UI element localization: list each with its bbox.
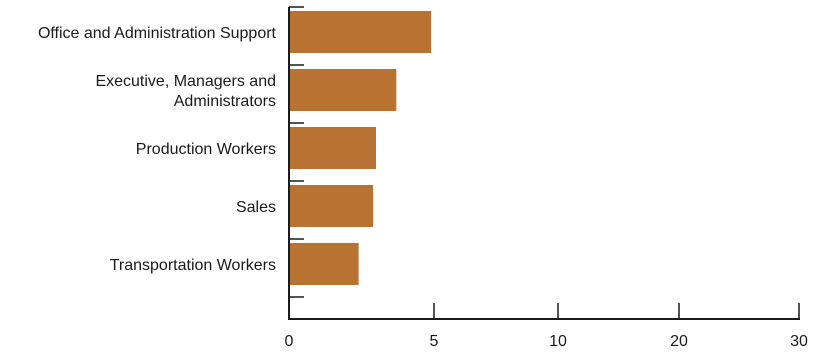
x-tick-label: 20 — [670, 333, 688, 350]
category-label: Executive, Managers and Administrators — [95, 73, 276, 110]
x-tick-label: 10 — [549, 333, 567, 350]
x-tick-label: 5 — [430, 333, 439, 350]
category-label-line: Executive, Managers and — [95, 73, 276, 90]
category-label-line: Transportation Workers — [110, 257, 276, 274]
bar — [289, 243, 359, 285]
category-labels: Office and Administration Support Executi… — [38, 25, 277, 274]
bar — [289, 127, 376, 169]
axes-group — [288, 6, 800, 320]
bar — [289, 11, 432, 53]
category-label: Production Workers — [136, 141, 276, 158]
bars-group — [289, 11, 432, 285]
category-label-line: Administrators — [174, 93, 276, 110]
x-tick-labels: 0 5 10 20 30 — [285, 333, 808, 350]
x-tick-label: 0 — [285, 333, 294, 350]
category-label-line: Production Workers — [136, 141, 276, 158]
x-tick-label: 30 — [790, 333, 808, 350]
category-label: Sales — [236, 199, 276, 216]
category-label-line: Sales — [236, 199, 276, 216]
category-label: Transportation Workers — [110, 257, 276, 274]
category-label: Office and Administration Support — [38, 25, 277, 42]
bar — [289, 69, 397, 111]
category-label-line: Office and Administration Support — [38, 25, 277, 42]
bar — [289, 185, 374, 227]
